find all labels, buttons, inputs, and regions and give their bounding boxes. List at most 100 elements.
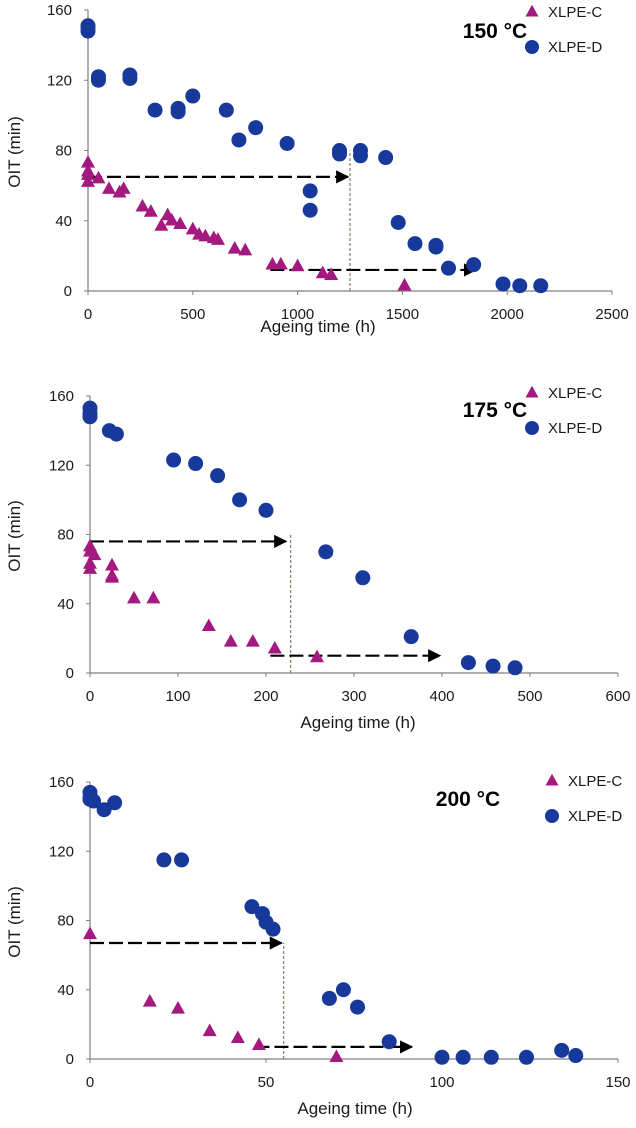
xlpe-d-point [210,468,226,484]
y-tick-label: 0 [66,1051,74,1068]
legend-label-xlpe-d: XLPE-D [548,420,602,437]
xlpe-d-point [321,990,337,1006]
y-tick-label: 160 [49,388,74,405]
x-tick-label: 0 [86,688,94,705]
xlpe-c-point [210,232,225,245]
legend-label-xlpe-d: XLPE-D [548,39,602,56]
x-axis-title: Ageing time (h) [260,317,375,336]
xlpe-d-point [218,102,234,118]
xlpe-c-point [164,212,179,226]
legend-label-xlpe-c: XLPE-C [548,385,602,402]
xlpe-d-point [108,426,124,442]
xlpe-d-point [90,72,106,88]
xlpe-d-point [350,999,366,1015]
xlpe-c-point [135,198,150,212]
xlpe-c-point [245,634,260,647]
xlpe-d-point [265,921,281,937]
chart-200c-svg: 0 40 80 120 160 0 50 100 150 OIT (min) Ageing t… [5,773,631,1118]
x-tick-label: 100 [429,1074,454,1091]
y-tick-label: 0 [64,283,72,300]
y-axis-title: OIT (min) [5,116,24,187]
xlpe-d-point [533,278,549,294]
xlpe-c-point [173,216,188,230]
xlpe-c-point [105,557,119,571]
xlpe-c-point [201,618,216,632]
temperature-label: 200 °C [436,788,500,811]
chart-150c: 0 40 80 120 160 0 500 1000 1500 2000 2500 OIT (mi… [0,0,636,362]
legend-circle-marker [525,40,539,54]
y-tick-label: 160 [47,2,72,19]
xlpe-d-point [390,215,406,231]
x-tick-label: 150 [605,1074,630,1091]
xlpe-d-point [147,102,163,118]
y-tick-label: 80 [57,527,74,544]
x-tick-label: 500 [517,688,542,705]
xlpe-c-point [198,228,213,242]
xlpe-d-point [460,655,476,671]
xlpe-c-point [230,1030,245,1044]
x-axis-title: Ageing time (h) [300,713,415,732]
xlpe-c-point [171,1000,185,1014]
xlpe-d-point [335,982,351,998]
xlpe-c-point [127,590,141,604]
xlpe-d-point [302,202,318,218]
y-tick-label: 40 [57,982,74,999]
xlpe-c-point [81,174,95,187]
xlpe-c-point [251,1037,266,1050]
xlpe-d-point [483,1049,499,1065]
xlpe-d-point [485,658,501,674]
xlpe-d-point [428,239,444,255]
chart-175c: 0 40 80 120 160 0 100 200 300 400 500 600 OIT (min… [0,376,636,740]
xlpe-c-point [101,181,116,194]
x-tick-label: 2000 [491,306,524,323]
xlpe-c-point [143,204,158,217]
xlpe-d-point [82,409,98,425]
xlpe-d-point [174,852,190,868]
xlpe-d-point [258,502,274,518]
xlpe-d-point [332,146,348,162]
xlpe-c-point [116,181,131,194]
xlpe-c-point [273,256,288,270]
xlpe-d-point [96,802,112,818]
legend-circle-marker [545,809,559,823]
xlpe-d-point [122,70,138,86]
legend-triangle-marker [525,4,539,17]
xlpe-c-point [185,221,200,235]
xlpe-d-point [352,148,368,164]
xlpe-d-point [518,1049,534,1065]
xlpe-c-point [81,167,95,180]
xlpe-d-point [248,120,264,136]
y-tick-label: 40 [55,213,72,230]
xlpe-c-point [329,1049,344,1063]
xlpe-c-point [142,994,157,1007]
xlpe-d-point [318,544,334,560]
x-tick-label: 100 [165,688,190,705]
xlpe-d-point [568,1048,584,1064]
x-axis-title: Ageing time (h) [297,1099,412,1118]
xlpe-d-point [231,132,247,148]
legend-circle-marker [525,421,539,435]
xlpe-d-point [185,88,201,104]
x-tick-label: 400 [429,688,454,705]
xlpe-d-point [107,795,123,811]
xlpe-c-point [267,640,282,654]
x-tick-label: 300 [341,688,366,705]
y-tick-label: 80 [55,143,72,160]
xlpe-c-point [202,1023,217,1037]
xlpe-c-point [146,590,161,604]
xlpe-c-point [290,258,305,272]
xlpe-d-point [232,492,248,508]
chart-200c: 0 40 80 120 160 0 50 100 150 OIT (min) Ageing t… [0,752,636,1128]
xlpe-c-point [238,242,253,256]
xlpe-c-point [310,649,325,663]
xlpe-d-point [466,257,482,273]
x-tick-label: 600 [605,688,630,705]
x-tick-label: 2500 [595,306,628,323]
y-axis-title: OIT (min) [5,500,24,571]
xlpe-c-point [87,547,102,561]
xlpe-c-point [223,634,238,647]
xlpe-c-point [324,267,339,280]
x-tick-label: 500 [180,306,205,323]
xlpe-d-point [378,150,394,166]
y-tick-label: 80 [57,913,74,930]
